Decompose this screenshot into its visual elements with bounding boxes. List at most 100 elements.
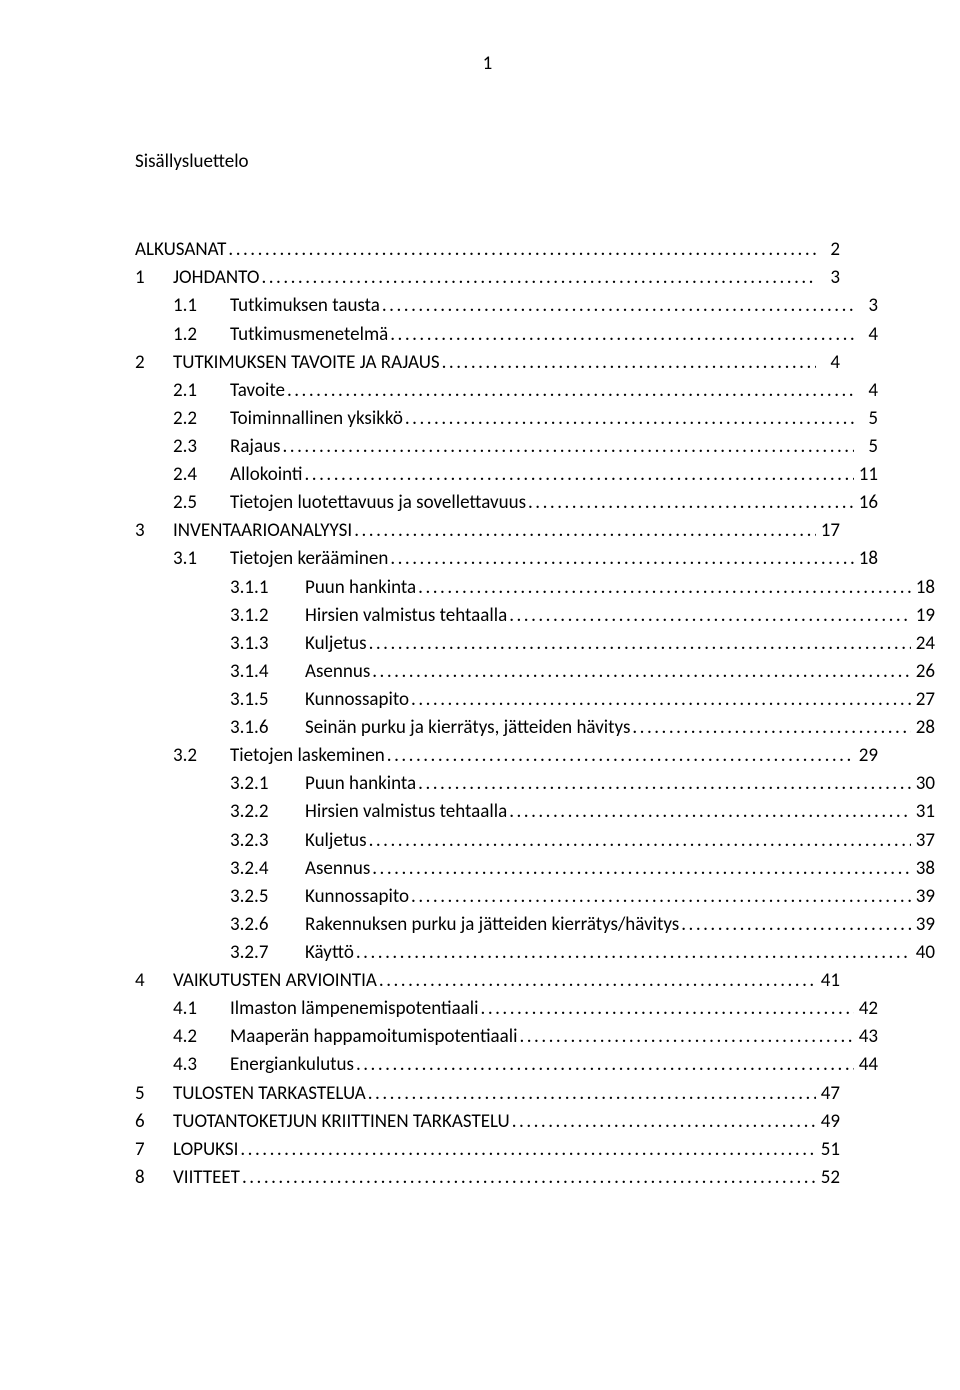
toc-entry-number: 3.2.3 [230, 827, 305, 855]
toc-entry-page: 42 [854, 995, 878, 1023]
toc-entry-page: 26 [911, 658, 935, 686]
toc-dot-leader [388, 545, 854, 573]
toc-entry-number: 1.2 [173, 321, 230, 349]
toc-entry-number: 4.3 [173, 1051, 230, 1079]
toc-entry: 3.1.1Puun hankinta18 [135, 574, 935, 602]
toc-dot-leader [507, 602, 911, 630]
toc-entry-title: ALKUSANAT [135, 236, 226, 264]
toc-entry-number: 8 [135, 1164, 173, 1192]
toc-entry: 1JOHDANTO3 [135, 264, 840, 292]
toc-entry-page: 17 [816, 517, 840, 545]
toc-entry-page: 39 [911, 883, 935, 911]
toc-entry-title: LOPUKSI [173, 1136, 238, 1164]
toc-entry-number: 3.1.4 [230, 658, 305, 686]
toc-dot-leader [679, 911, 911, 939]
toc-dot-leader [280, 433, 854, 461]
toc-entry: 4VAIKUTUSTEN ARVIOINTIA41 [135, 967, 840, 995]
toc-entry-number: 7 [135, 1136, 173, 1164]
toc-entry: 7LOPUKSI 51 [135, 1136, 840, 1164]
toc-entry-title: Kuljetus [305, 827, 367, 855]
toc-entry: 4.1Ilmaston lämpenemispotentiaali42 [135, 995, 878, 1023]
toc-entry-number: 3.1.3 [230, 630, 305, 658]
toc-dot-leader [377, 967, 816, 995]
toc-entry-title: VAIKUTUSTEN ARVIOINTIA [173, 967, 377, 995]
toc-entry-title: Ilmaston lämpenemispotentiaali [230, 995, 479, 1023]
toc-entry-number: 2.1 [173, 377, 230, 405]
toc-entry-page: 49 [816, 1108, 840, 1136]
toc-entry-number: 1.1 [173, 292, 230, 320]
toc-entry-number: 3.2.5 [230, 883, 305, 911]
toc-entry-number: 3.1.2 [230, 602, 305, 630]
toc-entry-page: 41 [816, 967, 840, 995]
toc-dot-leader [479, 995, 854, 1023]
toc-entry-page: 2 [816, 236, 840, 264]
toc-entry-number: 2.5 [173, 489, 230, 517]
toc-dot-leader [238, 1136, 816, 1164]
toc-entry-page: 3 [854, 292, 878, 320]
toc-entry: 3.2.7Käyttö 40 [135, 939, 935, 967]
toc-dot-leader [416, 770, 911, 798]
toc-entry-number: 5 [135, 1080, 173, 1108]
toc-entry-title: TUTKIMUKSEN TAVOITE JA RAJAUS [173, 349, 440, 377]
toc-entry: 3.1.2Hirsien valmistus tehtaalla19 [135, 602, 935, 630]
toc-entry-number: 3.1.6 [230, 714, 305, 742]
toc-entry-page: 27 [911, 686, 935, 714]
toc-entry-number: 2 [135, 349, 173, 377]
toc-entry-title: TULOSTEN TARKASTELUA [173, 1080, 366, 1108]
toc-entry-page: 29 [854, 742, 878, 770]
toc-entry-page: 38 [911, 855, 935, 883]
toc-dot-leader [630, 714, 911, 742]
toc-dot-leader [526, 489, 854, 517]
toc-entry: 2.2Toiminnallinen yksikkö5 [135, 405, 878, 433]
toc-entry: 3.2.6Rakennuksen purku ja jätteiden kier… [135, 911, 935, 939]
toc-dot-leader [388, 321, 854, 349]
toc-entry-title: Maaperän happamoitumispotentiaali [230, 1023, 517, 1051]
toc-entry-number: 3.2.1 [230, 770, 305, 798]
toc-entry-page: 4 [854, 377, 878, 405]
toc-dot-leader [352, 517, 816, 545]
toc-entry-number: 3.1.5 [230, 686, 305, 714]
toc-entry-number: 3.2.7 [230, 939, 305, 967]
toc-entry: 2TUTKIMUKSEN TAVOITE JA RAJAUS4 [135, 349, 840, 377]
toc-entry-number: 4.2 [173, 1023, 230, 1051]
toc-entry: 3.1.6Seinän purku ja kierrätys, jätteide… [135, 714, 935, 742]
toc-entry-page: 39 [911, 911, 935, 939]
toc-entry-title: TUOTANTOKETJUN KRIITTINEN TARKASTELU [173, 1108, 510, 1136]
toc-entry-page: 5 [854, 405, 878, 433]
toc-entry: 1.2Tutkimusmenetelmä4 [135, 321, 878, 349]
toc-entry-title: VIITTEET [173, 1164, 240, 1192]
toc-entry: 2.3Rajaus5 [135, 433, 878, 461]
toc-entry-title: Seinän purku ja kierrätys, jätteiden häv… [305, 714, 630, 742]
toc-entry-title: Tutkimuksen tausta [230, 292, 380, 320]
toc-entry-page: 11 [854, 461, 878, 489]
toc-entry-title: Käyttö [305, 939, 354, 967]
toc-entry-page: 40 [911, 939, 935, 967]
toc-entry-number: 3.2.6 [230, 911, 305, 939]
toc-dot-leader [226, 236, 816, 264]
toc-heading: Sisällysluettelo [135, 148, 840, 176]
toc-entry-page: 5 [854, 433, 878, 461]
toc-entry: 3INVENTAARIOANALYYSI17 [135, 517, 840, 545]
toc-entry-title: Tietojen luotettavuus ja sovellettavuus [230, 489, 526, 517]
toc-entry-title: Rajaus [230, 433, 280, 461]
document-page: 1 Sisällysluettelo ALKUSANAT21JOHDANTO31… [0, 0, 960, 1390]
toc-entry-number: 3.2.2 [230, 798, 305, 826]
toc-dot-leader [385, 742, 854, 770]
toc-entry-title: Kuljetus [305, 630, 367, 658]
toc-entry: 6TUOTANTOKETJUN KRIITTINEN TARKASTELU 49 [135, 1108, 840, 1136]
toc-entry: 1.1Tutkimuksen tausta 3 [135, 292, 878, 320]
toc-entry-page: 51 [816, 1136, 840, 1164]
toc-entry-number: 6 [135, 1108, 173, 1136]
toc-entry-title: Hirsien valmistus tehtaalla [305, 602, 507, 630]
toc-entry-title: Tutkimusmenetelmä [230, 321, 388, 349]
toc-entry-page: 31 [911, 798, 935, 826]
toc-entry-number: 3.2.4 [230, 855, 305, 883]
toc-entry: 3.2.5Kunnossapito39 [135, 883, 935, 911]
toc-entry-page: 3 [816, 264, 840, 292]
toc-entry: 2.1Tavoite4 [135, 377, 878, 405]
toc-entry: 4.2Maaperän happamoitumispotentiaali43 [135, 1023, 878, 1051]
toc-entry-title: Toiminnallinen yksikkö [230, 405, 403, 433]
toc-dot-leader [409, 686, 911, 714]
toc-entry-number: 2.4 [173, 461, 230, 489]
toc-entry-title: Energiankulutus [230, 1051, 354, 1079]
